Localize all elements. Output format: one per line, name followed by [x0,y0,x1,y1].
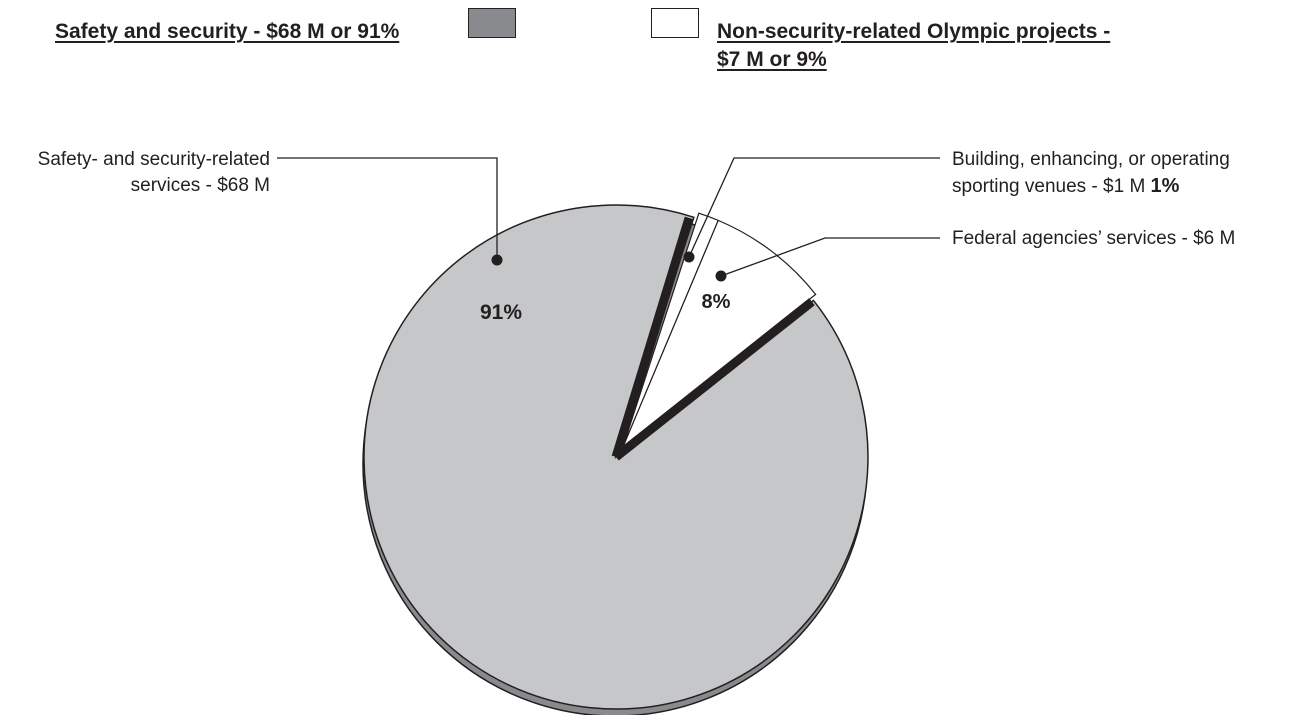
callout-venues-line1: Building, enhancing, or operating [952,149,1230,170]
slice-federal-agencies [622,219,817,448]
divider-bar-right [613,298,815,461]
pie-layer: 91% 8% [362,204,869,715]
legend-label-safety-line1: Safety and security - $68 M or 91% [55,20,400,43]
leader-lines [277,157,940,282]
legend-label-safety-security: Safety and security - $68 M or 91% [55,18,399,46]
slice-sporting-venues [622,212,719,448]
leader-dot-venues [683,251,695,263]
callout-venues-percent: 1% [1150,175,1180,197]
slice-label-federal-percent: 8% [702,291,731,313]
callout-safety-services: Safety- and security-related services - … [0,147,270,199]
callout-safety-line1: Safety- and security-related [37,149,270,170]
callout-sporting-venues: Building, enhancing, or operating sporti… [952,147,1230,200]
leader-line-safety [277,157,498,260]
legend-label-non-security: Non-security-related Olympic projects - … [717,18,1110,74]
slice-label-safety-percent: 91% [480,301,522,324]
legend-swatch-non-security [651,8,699,38]
callout-venues-line2: sporting venues - $1 M [952,176,1146,197]
leader-line-federal [720,237,940,277]
legend-label-non-security-line2: $7 M or 9% [717,48,827,71]
callout-safety-line2: services - $68 M [130,175,270,196]
leader-dot-safety [491,254,503,266]
legend-swatch-safety-security [468,8,516,38]
leader-line-venues [688,157,940,258]
legend-label-non-security-line1: Non-security-related Olympic projects - [717,20,1111,43]
leader-dot-federal [715,270,727,282]
callout-federal-agencies: Federal agencies’ services - $6 M [952,226,1235,252]
callout-federal-line1: Federal agencies’ services - $6 M [952,228,1236,249]
divider-bar-left [611,216,694,459]
